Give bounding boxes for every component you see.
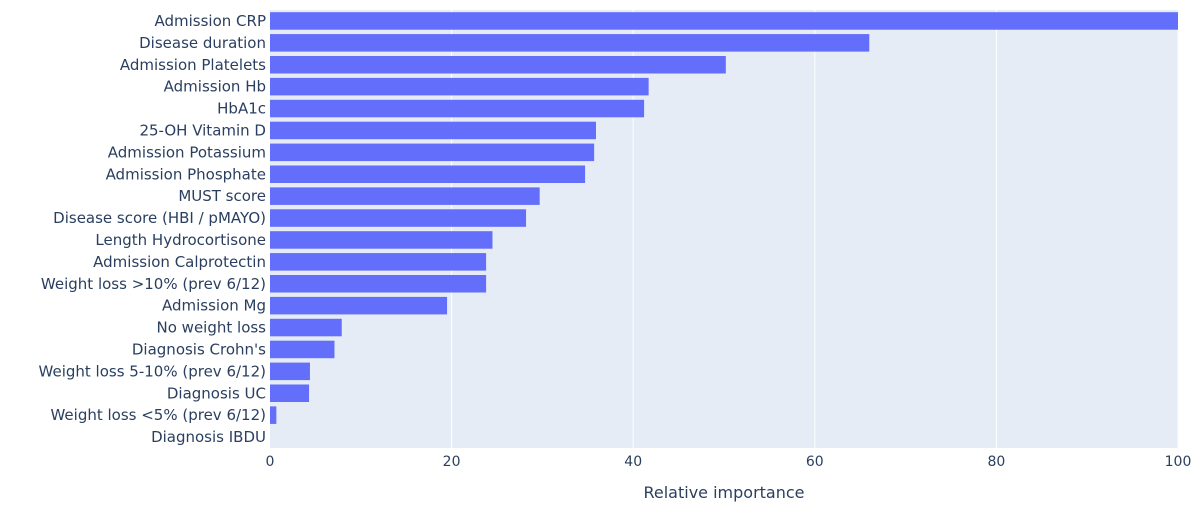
bars xyxy=(270,12,1178,424)
x-tick-label: 0 xyxy=(266,454,275,470)
x-axis-title: Relative importance xyxy=(643,483,804,502)
category-label: 25-OH Vitamin D xyxy=(139,121,266,139)
category-label: Admission Mg xyxy=(162,297,266,315)
category-label: MUST score xyxy=(178,187,266,205)
category-label: Admission CRP xyxy=(155,12,267,30)
category-label: Diagnosis UC xyxy=(167,384,266,402)
category-label: Admission Platelets xyxy=(120,56,266,74)
plot-background xyxy=(270,10,1178,448)
bar xyxy=(270,99,645,118)
bar xyxy=(270,231,493,249)
category-label: Diagnosis Crohn's xyxy=(132,340,266,358)
x-tick-labels: 0 20 40 60 80 100 xyxy=(266,454,1192,470)
category-label: No weight loss xyxy=(157,319,267,337)
x-tick-label: 80 xyxy=(987,454,1005,470)
bar xyxy=(270,12,1178,30)
bar xyxy=(270,362,310,381)
bar xyxy=(270,34,870,52)
x-tick-label: 20 xyxy=(443,454,461,470)
bar xyxy=(270,340,335,359)
category-label: Disease score (HBI / pMAYO) xyxy=(53,209,266,227)
category-label: Disease duration xyxy=(139,34,266,52)
bar xyxy=(270,77,649,96)
bar xyxy=(270,143,595,162)
category-label: Length Hydrocortisone xyxy=(95,231,266,249)
category-label: Diagnosis IBDU xyxy=(151,428,266,446)
bar xyxy=(270,406,277,424)
bar xyxy=(270,296,448,315)
category-label: Admission Potassium xyxy=(108,143,266,161)
bar xyxy=(270,274,487,293)
bar xyxy=(270,253,487,271)
bar xyxy=(270,187,540,205)
category-label: HbA1c xyxy=(217,100,266,118)
bar xyxy=(270,55,726,74)
category-label: Weight loss >10% (prev 6/12) xyxy=(41,275,266,293)
category-label: Weight loss 5-10% (prev 6/12) xyxy=(39,362,266,380)
category-label: Weight loss <5% (prev 6/12) xyxy=(50,406,266,424)
x-tick-label: 60 xyxy=(806,454,824,470)
category-label: Admission Phosphate xyxy=(106,165,266,183)
x-tick-label: 40 xyxy=(624,454,642,470)
x-tick-label: 100 xyxy=(1165,454,1192,470)
bar xyxy=(270,165,586,184)
bar xyxy=(270,318,342,337)
category-label: Admission Calprotectin xyxy=(93,253,266,271)
bar xyxy=(270,209,527,227)
category-labels: Admission CRP Disease duration Admission P… xyxy=(39,12,267,446)
bar xyxy=(270,384,310,403)
bar xyxy=(270,121,596,140)
category-label: Admission Hb xyxy=(164,78,266,96)
